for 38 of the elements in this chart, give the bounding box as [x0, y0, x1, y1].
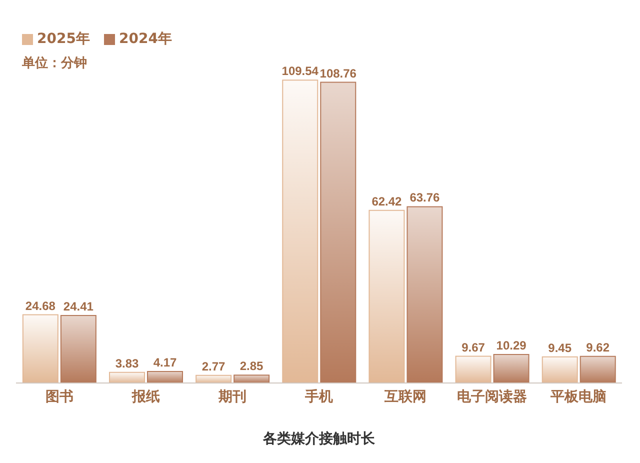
- x-tick-label: 电子阅读器: [457, 388, 528, 405]
- data-label: 24.68: [25, 298, 56, 313]
- text: 单位：分钟: [22, 55, 87, 72]
- data-label: 63.76: [410, 190, 440, 205]
- bar: [146, 370, 183, 384]
- bar: [368, 210, 405, 384]
- data-label: 62.42: [372, 194, 402, 208]
- bar: [320, 82, 356, 384]
- data-label: 3.83: [115, 356, 139, 370]
- x-axis-title: 各类媒介接触时长: [262, 430, 376, 447]
- bar: [455, 356, 492, 384]
- bar: [22, 314, 58, 384]
- data-label: 108.76: [320, 66, 357, 80]
- data-label: 10.29: [496, 338, 527, 353]
- data-label: 9.67: [462, 340, 486, 354]
- bar: [234, 374, 270, 384]
- x-tick-label: 期刊: [217, 388, 246, 405]
- legend-label: 2024年: [118, 30, 172, 48]
- bar: [60, 315, 96, 384]
- data-label: 24.41: [63, 300, 94, 314]
- data-label: 2.85: [240, 359, 264, 374]
- data-label: 109.54: [282, 64, 319, 78]
- data-label: 9.45: [548, 340, 572, 355]
- x-tick-label: 互联网: [384, 388, 427, 405]
- data-label: 9.62: [586, 340, 610, 354]
- bar: [580, 356, 616, 384]
- bar: [542, 356, 578, 384]
- bar: [493, 354, 530, 384]
- x-tick-label: 手机: [304, 388, 333, 405]
- data-label: 4.17: [153, 355, 177, 370]
- bar: [406, 206, 443, 384]
- x-tick-label: 图书: [45, 388, 74, 405]
- bar: [282, 80, 318, 384]
- legend-label: 2025年: [37, 30, 90, 48]
- x-tick-label: 平板电脑: [550, 388, 607, 405]
- x-tick-label: 报纸: [130, 388, 160, 405]
- data-label: 2.77: [202, 359, 226, 374]
- bar: [108, 372, 145, 384]
